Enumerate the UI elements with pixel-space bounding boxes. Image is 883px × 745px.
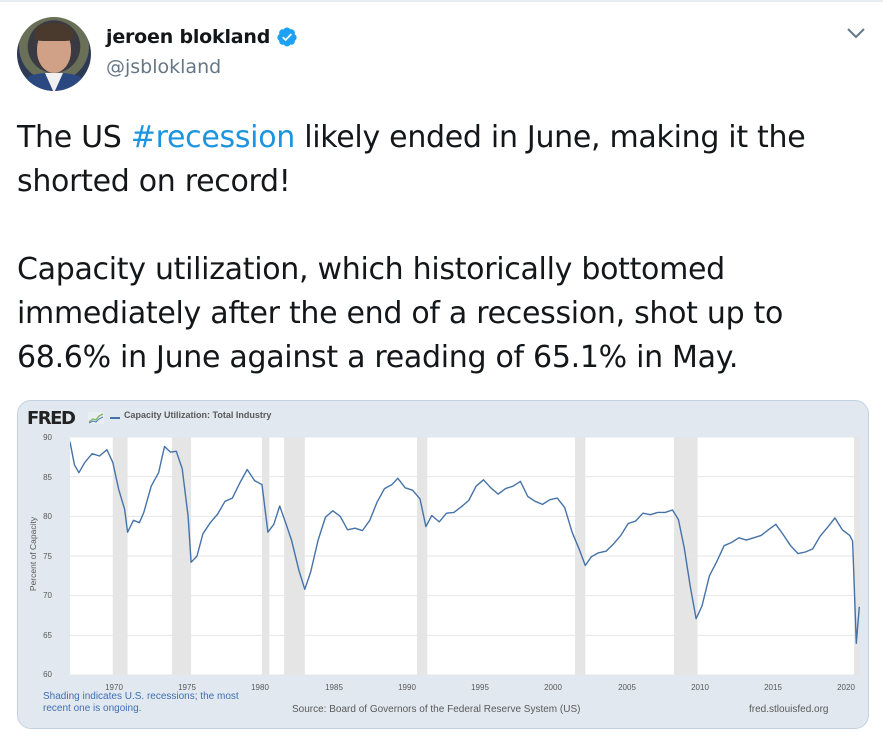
y-tick: 85 <box>43 473 52 482</box>
x-tick: 2010 <box>691 683 709 692</box>
line-chart-plot <box>70 437 860 676</box>
x-tick: 1985 <box>325 683 343 692</box>
legend-swatch <box>110 417 120 419</box>
author-display-name[interactable]: jeroen blokland <box>106 26 271 48</box>
paragraph-gap <box>17 204 867 248</box>
x-tick: 2015 <box>764 683 782 692</box>
tweet-body: The US #recession likely ended in June, … <box>17 116 867 380</box>
data-line <box>70 441 860 645</box>
author-name-row[interactable]: jeroen blokland <box>106 26 298 48</box>
y-tick: 75 <box>43 552 52 561</box>
x-tick: 1970 <box>105 683 123 692</box>
y-tick: 90 <box>43 433 52 442</box>
recession-shading-note: Shading indicates U.S. recessions; the m… <box>43 691 239 714</box>
legend-label: Capacity Utilization: Total Industry <box>124 410 272 420</box>
y-tick: 60 <box>43 670 52 679</box>
y-tick: 80 <box>43 512 52 521</box>
verified-badge-icon <box>277 27 297 47</box>
x-tick: 2005 <box>618 683 636 692</box>
avatar-hair <box>35 23 73 41</box>
author-handle[interactable]: @jsblokland <box>106 56 222 78</box>
x-tick: 2020 <box>837 683 855 692</box>
source-attribution: Source: Board of Governors of the Federa… <box>292 704 581 715</box>
fred-sparkline-icon <box>88 412 104 424</box>
avatar[interactable] <box>17 17 91 91</box>
x-tick: 1980 <box>251 683 269 692</box>
tweet-text-fragment: The US <box>17 120 131 155</box>
tweet-paragraph-1: The US #recession likely ended in June, … <box>17 116 867 204</box>
top-divider <box>0 0 883 2</box>
fred-logo: FRED <box>27 408 76 429</box>
chart-image-card[interactable]: FRED Capacity Utilization: Total Industr… <box>17 400 869 729</box>
y-tick: 65 <box>43 631 52 640</box>
x-tick: 1975 <box>178 683 196 692</box>
x-tick: 1990 <box>398 683 416 692</box>
y-tick: 70 <box>43 591 52 600</box>
hashtag-link[interactable]: #recession <box>130 120 295 155</box>
x-tick: 2000 <box>544 683 562 692</box>
tweet-text-fragment: likely ended in June, making it the shor… <box>17 120 806 199</box>
x-tick: 1995 <box>471 683 489 692</box>
tweet-paragraph-2: Capacity utilization, which historically… <box>17 252 784 375</box>
fred-site-url: fred.stlouisfed.org <box>749 704 829 715</box>
chevron-down-icon[interactable] <box>846 26 866 40</box>
